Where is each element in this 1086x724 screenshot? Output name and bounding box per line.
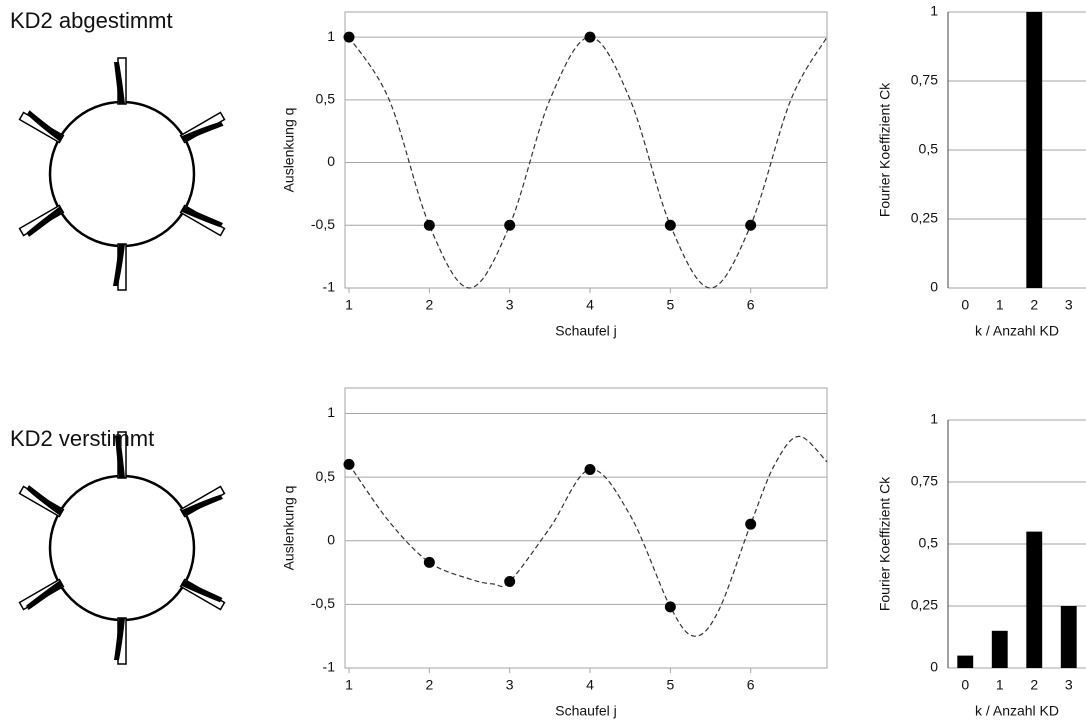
data-point (504, 219, 516, 231)
blade-deflected (26, 580, 63, 611)
x-tick-label: 1 (345, 677, 353, 693)
blade-deflected (181, 580, 223, 603)
y-tick-label: 1 (327, 404, 335, 420)
x-axis-label: Schaufel j (555, 703, 616, 719)
y-axis-label: Fourier Koeffizient Ck (877, 82, 893, 217)
blade-deflected (26, 485, 63, 516)
x-tick-label: 1 (996, 297, 1004, 313)
bar (1026, 12, 1043, 288)
blade (18, 578, 65, 611)
blade-deflected (114, 62, 125, 104)
y-axis-label: Auslenkung q (281, 486, 297, 571)
data-point (584, 463, 596, 475)
bar (957, 655, 974, 668)
y-tick-label: 0 (930, 659, 938, 675)
data-point (664, 219, 676, 231)
chart-title: KD2 verstimmt (10, 426, 154, 451)
plot-frame (344, 387, 828, 669)
x-tick-label: 3 (1065, 677, 1073, 693)
y-tick-label: 0,25 (911, 597, 938, 613)
y-axis-label: Auslenkung q (281, 108, 297, 193)
x-tick-label: 3 (506, 297, 514, 313)
data-point (664, 601, 676, 613)
y-tick-label: 1 (930, 3, 938, 19)
y-tick-label: 0,25 (911, 210, 938, 226)
y-tick-label: 0 (930, 279, 938, 295)
blade-deflected (181, 121, 224, 142)
y-tick-label: 0,5 (919, 535, 939, 551)
data-point (504, 575, 516, 587)
bar (1026, 531, 1043, 668)
x-tick-label: 5 (666, 297, 674, 313)
blade-deflected (114, 618, 125, 660)
x-tick-label: 0 (961, 677, 969, 693)
rotor-disk (48, 100, 196, 248)
bar (991, 630, 1008, 668)
y-tick-label: -1 (323, 659, 336, 675)
data-point (745, 219, 757, 231)
y-tick-label: 0,5 (316, 468, 336, 484)
blade (18, 485, 65, 518)
x-tick-label: 1 (345, 297, 353, 313)
x-tick-label: 3 (506, 677, 514, 693)
data-point (423, 556, 435, 568)
y-tick-label: -1 (323, 279, 336, 295)
data-point (745, 518, 757, 530)
blade (179, 578, 226, 611)
y-tick-label: 1 (327, 28, 335, 44)
bar (1060, 606, 1077, 668)
plot-frame (344, 11, 828, 289)
blade-deflected (181, 494, 223, 516)
y-tick-label: 0 (327, 531, 335, 547)
data-point (584, 31, 596, 43)
x-tick-label: 2 (425, 297, 433, 313)
blade-deflected (181, 206, 223, 228)
rotor-disk (48, 474, 196, 622)
data-point (423, 219, 435, 231)
x-tick-label: 5 (666, 677, 674, 693)
x-tick-label: 6 (747, 677, 755, 693)
data-point (343, 458, 355, 470)
x-axis-label: k / Anzahl KD (975, 703, 1059, 719)
x-tick-label: 4 (586, 677, 594, 693)
blade-deflected (27, 110, 63, 142)
x-axis-label: k / Anzahl KD (975, 323, 1059, 339)
blade (113, 243, 127, 291)
blade (114, 617, 127, 665)
blade (179, 485, 226, 518)
y-tick-label: 0,5 (316, 91, 336, 107)
data-point (343, 31, 355, 43)
y-axis-label: Fourier Koeffizient Ck (877, 476, 893, 611)
x-tick-label: 6 (747, 297, 755, 313)
chart-title: KD2 abgestimmt (10, 8, 173, 33)
blade (179, 204, 226, 237)
blade-deflected (113, 244, 125, 286)
blade (115, 431, 127, 479)
blade (18, 204, 65, 237)
blade (114, 57, 127, 105)
x-tick-label: 2 (1030, 297, 1038, 313)
rotor (18, 431, 226, 665)
y-tick-label: -0,5 (311, 216, 335, 232)
x-tick-label: 1 (996, 677, 1004, 693)
y-tick-label: -0,5 (311, 595, 335, 611)
y-tick-label: 0,75 (911, 473, 938, 489)
y-tick-label: 0,75 (911, 72, 938, 88)
blade (179, 111, 226, 144)
y-tick-label: 0 (327, 153, 335, 169)
blade (18, 110, 65, 144)
x-tick-label: 3 (1065, 297, 1073, 313)
rotor (18, 57, 226, 291)
y-tick-label: 0,5 (919, 141, 939, 157)
blade-deflected (115, 436, 125, 478)
x-tick-label: 0 (961, 297, 969, 313)
x-tick-label: 4 (586, 297, 594, 313)
curve (348, 435, 828, 637)
x-tick-label: 2 (1030, 677, 1038, 693)
y-tick-label: 1 (930, 411, 938, 427)
blade-deflected (26, 206, 63, 237)
x-tick-label: 2 (425, 677, 433, 693)
x-axis-label: Schaufel j (555, 323, 616, 339)
